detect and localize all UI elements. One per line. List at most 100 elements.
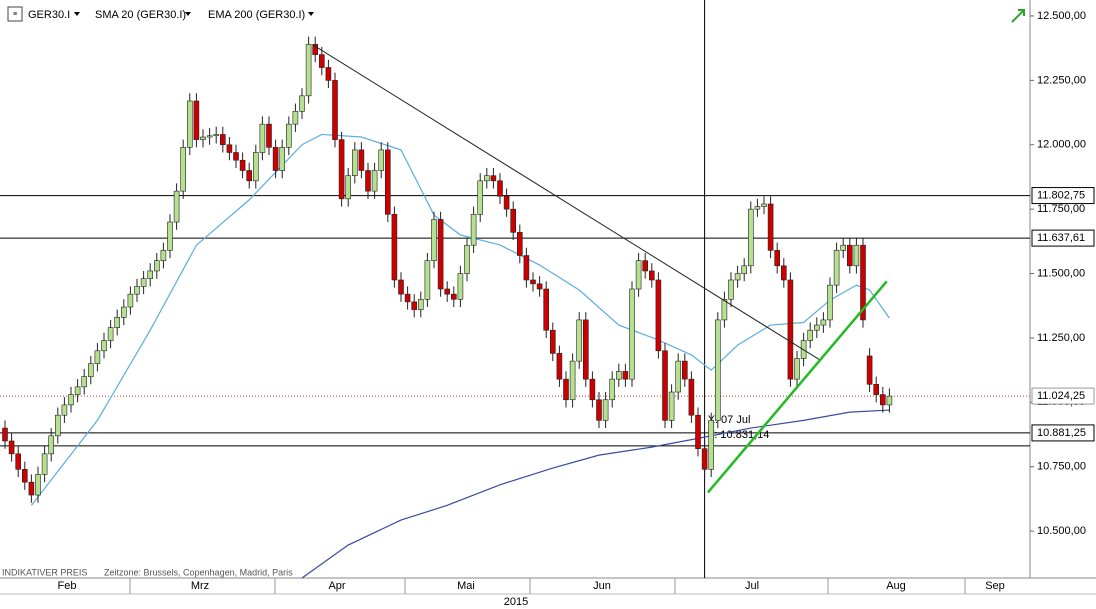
- candle-body: [503, 195, 510, 210]
- level-label-box: [1031, 187, 1095, 205]
- candle-body: [886, 395, 893, 406]
- year-label: 2015: [504, 596, 528, 608]
- footer-note: INDIKATIVER PREIS: [2, 567, 87, 577]
- candle-body: [246, 170, 252, 182]
- candle-body: [154, 260, 160, 272]
- candle-body: [101, 340, 107, 352]
- y-tick-label: 10.750,00: [1037, 461, 1086, 473]
- x-tick-label: Feb: [58, 580, 77, 592]
- candle-body: [721, 299, 728, 321]
- candle-body: [134, 286, 140, 295]
- candle-body: [54, 414, 61, 437]
- candle-body: [411, 301, 418, 310]
- candle-body: [497, 180, 503, 197]
- candle-body: [266, 123, 272, 148]
- candle-body: [279, 147, 286, 171]
- candle-body: [596, 399, 602, 421]
- candle-body: [543, 288, 550, 331]
- candle-body: [213, 134, 219, 137]
- level-label: 10.881,25: [1037, 427, 1086, 439]
- candle-body: [615, 371, 622, 380]
- candle-body: [695, 414, 701, 449]
- candle-body: [173, 190, 180, 223]
- x-tick-label: Sep: [985, 580, 1005, 592]
- candle-body: [662, 350, 668, 421]
- candle-body: [563, 378, 569, 401]
- candle-body: [510, 208, 517, 233]
- candle-body: [424, 260, 431, 300]
- level-label-box: [1031, 424, 1095, 442]
- y-tick-label: 11.250,00: [1037, 332, 1085, 344]
- candle-body: [206, 135, 213, 138]
- candle-body: [239, 159, 246, 171]
- candle-body: [94, 350, 101, 364]
- last-price-label: 11.024,25: [1037, 390, 1085, 402]
- candle-body: [61, 404, 68, 416]
- candle-body: [371, 170, 378, 192]
- dropdown-icon[interactable]: [308, 12, 314, 16]
- candle-body: [569, 360, 576, 401]
- candle-body: [88, 363, 94, 377]
- y-tick-label: 11.750,00: [1037, 203, 1085, 215]
- candle-body: [21, 469, 28, 483]
- level-label-box: [1031, 229, 1095, 247]
- candle-body: [378, 149, 385, 171]
- candle-body: [417, 299, 424, 310]
- candle-body: [107, 327, 114, 341]
- candle-body: [780, 265, 787, 281]
- candle-body: [813, 324, 820, 331]
- candle-body: [68, 394, 74, 406]
- candle-body: [272, 147, 279, 171]
- candle-body: [444, 288, 451, 295]
- level-label: 11.802,75: [1037, 189, 1085, 201]
- y-tick-label: 12.000,00: [1037, 139, 1086, 151]
- candle-body: [648, 270, 655, 281]
- candle-body: [846, 244, 853, 267]
- candle-body: [140, 278, 147, 287]
- candle-body: [299, 95, 305, 112]
- y-tick-label: 12.250,00: [1037, 74, 1086, 86]
- candle-body: [549, 329, 556, 354]
- candle-body: [477, 180, 484, 215]
- legend-entry: EMA 200 (GER30.I): [208, 9, 305, 21]
- candle-body: [853, 244, 860, 267]
- candle-body: [668, 391, 675, 421]
- legend-entry: SMA 20 (GER30.I): [95, 9, 186, 21]
- candle-body: [787, 279, 794, 380]
- candle-body: [345, 175, 352, 200]
- y-tick-label: 10.500,00: [1037, 525, 1086, 537]
- candle-body: [285, 123, 292, 148]
- candle-body: [629, 288, 635, 380]
- candle-body: [431, 219, 437, 261]
- candle-body: [351, 149, 358, 176]
- candle-body: [147, 270, 153, 279]
- candle-body: [74, 386, 81, 395]
- trend-line: [312, 44, 821, 361]
- candle-body: [589, 378, 596, 401]
- dropdown-icon[interactable]: [185, 12, 191, 16]
- candle-body: [318, 54, 325, 68]
- candle-body: [681, 360, 688, 380]
- candle-body: [873, 384, 880, 395]
- indicator-line: [30, 133, 890, 506]
- candle-body: [384, 149, 391, 215]
- candle-body: [121, 306, 127, 318]
- candle-body: [609, 378, 616, 401]
- candle-body: [48, 435, 55, 455]
- candle-body: [200, 136, 206, 140]
- candle-body: [523, 255, 530, 281]
- candle-body: [332, 80, 338, 140]
- candle-body: [622, 371, 629, 380]
- trend-icon: [1011, 9, 1025, 23]
- candle-body: [602, 399, 609, 421]
- candle-body: [41, 453, 48, 475]
- symbol[interactable]: GER30.I: [28, 9, 70, 21]
- candle-body: [292, 110, 299, 125]
- candle-body: [253, 152, 259, 182]
- candle-body: [187, 100, 193, 148]
- x-tick-label: Aug: [886, 580, 906, 592]
- dropdown-icon[interactable]: [74, 12, 80, 16]
- candle-body: [233, 152, 239, 161]
- candle-body: [807, 329, 814, 341]
